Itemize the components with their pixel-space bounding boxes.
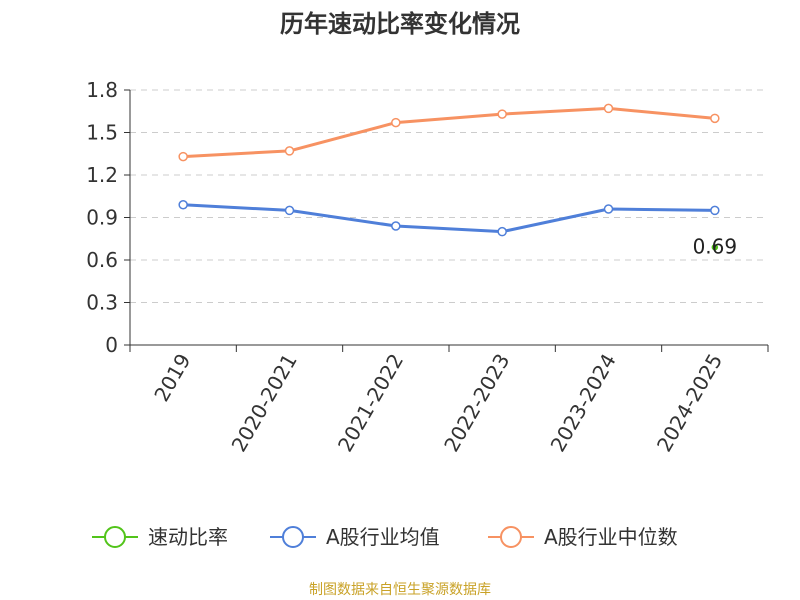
- data-point[interactable]: [603, 204, 614, 214]
- data-point[interactable]: [178, 200, 188, 210]
- y-tick-label: 1.8: [86, 78, 118, 102]
- series-line: [183, 106, 715, 159]
- x-tick-label: 2024-2025: [652, 350, 727, 456]
- legend-label: A股行业均值: [326, 525, 440, 549]
- axes: 0 0.3 0.6 0.9 1.2 1.5 1.8 2019 2020-2021 2021-202…: [86, 78, 769, 456]
- data-point[interactable]: [603, 103, 614, 114]
- plot-area: 0.69: [178, 103, 738, 258]
- legend-item[interactable]: A股行业均值: [270, 525, 440, 549]
- legend-marker: [104, 526, 126, 548]
- data-point[interactable]: [391, 117, 401, 128]
- data-point[interactable]: [284, 205, 295, 216]
- y-tick-label: 0: [105, 333, 118, 357]
- legend[interactable]: 速动比率 A股行业均值 A股行业中位数: [92, 525, 678, 549]
- data-point[interactable]: [284, 146, 295, 156]
- legend-label: 速动比率: [148, 525, 228, 549]
- y-tick-label: 0.9: [86, 206, 118, 230]
- data-point[interactable]: [497, 109, 507, 119]
- x-tick-label: 2020-2021: [227, 350, 302, 456]
- grid-lines: [130, 89, 768, 303]
- y-tick-label: 1.2: [86, 163, 118, 187]
- y-tick-label: 0.6: [86, 248, 118, 272]
- data-point[interactable]: [711, 244, 719, 251]
- data-point[interactable]: [391, 221, 401, 231]
- data-point[interactable]: [178, 151, 188, 162]
- series-line: [183, 203, 715, 234]
- data-point[interactable]: [710, 113, 720, 124]
- legend-item[interactable]: 速动比率: [92, 525, 228, 549]
- y-tick-label: 1.5: [86, 121, 118, 145]
- source-note: 制图数据来自恒生聚源数据库: [309, 582, 491, 598]
- legend-marker: [282, 526, 304, 548]
- x-tick-label: 2021-2022: [333, 350, 408, 456]
- x-tick-label: 2019: [149, 350, 195, 406]
- chart-title: 历年速动比率变化情况: [280, 10, 520, 38]
- y-tick-label: 0.3: [86, 291, 118, 315]
- legend-label: A股行业中位数: [544, 525, 678, 549]
- data-point[interactable]: [710, 205, 720, 216]
- legend-item[interactable]: A股行业中位数: [488, 525, 678, 549]
- data-point[interactable]: [497, 226, 507, 237]
- x-tick-label: 2022-2023: [439, 349, 514, 455]
- data-label: 0.69: [693, 234, 738, 258]
- x-tick-label: 2023-2024: [546, 350, 621, 456]
- legend-marker: [500, 526, 522, 548]
